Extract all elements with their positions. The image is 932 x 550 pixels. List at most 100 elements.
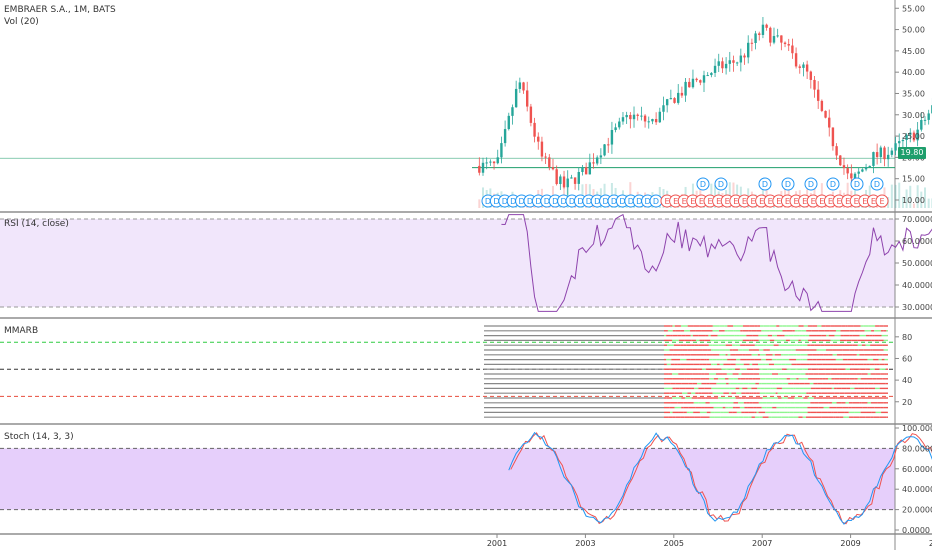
dividend-marker-letter: D	[493, 197, 499, 206]
candle-body	[857, 171, 860, 174]
rsi-title: RSI (14, close)	[4, 219, 69, 229]
candle-body	[890, 150, 894, 155]
earnings-marker-letter: E	[836, 197, 841, 206]
dividend-marker-letter: D	[874, 180, 880, 189]
candle-body	[588, 162, 592, 175]
candle-body	[702, 75, 706, 83]
candle-body	[518, 82, 522, 89]
dividend-marker-letter: D	[762, 180, 768, 189]
candle-body	[802, 64, 805, 68]
candle-body	[894, 143, 897, 151]
dividend-marker-letter: D	[628, 197, 634, 206]
candle-body	[816, 89, 820, 101]
dividend-marker-letter: D	[636, 197, 642, 206]
candle-body	[537, 136, 540, 142]
earnings-marker-letter: E	[879, 197, 884, 206]
price-tick-label: 40.00	[902, 68, 925, 77]
candle-body	[492, 161, 496, 164]
candle-body	[850, 173, 853, 179]
dividend-marker-letter: D	[485, 197, 491, 206]
earnings-marker-letter: E	[854, 197, 859, 206]
candle-body	[651, 119, 654, 122]
candle-body	[739, 55, 743, 63]
candle-body	[813, 79, 816, 90]
candle-body	[581, 167, 584, 172]
x-tick-label: 2003	[575, 539, 595, 548]
earnings-marker	[875, 194, 889, 208]
dividend-marker-letter: D	[510, 197, 516, 206]
candle-body	[769, 27, 772, 43]
earnings-marker-letter: E	[690, 197, 695, 206]
candle-body	[883, 147, 886, 160]
candle-body	[912, 132, 916, 141]
volume-bar	[909, 185, 912, 208]
volume-bar	[901, 196, 904, 208]
price-tick-label: 15.00	[902, 175, 925, 184]
earnings-marker-letter: E	[819, 197, 824, 206]
dividend-marker	[781, 177, 795, 191]
price-tick-label: 25.00	[902, 132, 925, 141]
candle-body	[835, 146, 838, 156]
volume-bar	[478, 199, 481, 208]
candle-body	[831, 127, 835, 147]
candle-body	[481, 162, 485, 173]
price-tick-label: 55.00	[902, 4, 925, 13]
candle-body	[798, 66, 801, 68]
candle-body	[706, 75, 709, 77]
candle-body	[629, 114, 632, 120]
candle-body	[533, 122, 536, 137]
candle-body	[724, 63, 728, 69]
candle-body	[577, 171, 580, 184]
mmarb-tick-label: 80	[902, 333, 912, 342]
candle-body	[573, 177, 577, 184]
candle-body	[691, 78, 695, 88]
dividend-marker	[870, 177, 884, 191]
volume-bar	[890, 184, 893, 208]
dividend-marker-letter: D	[586, 197, 592, 206]
stoch-title: Stoch (14, 3, 3)	[4, 432, 74, 442]
stoch-tick-label: 80.0000	[902, 444, 932, 453]
dividend-marker-letter: D	[808, 180, 814, 189]
dividend-marker-letter: D	[519, 197, 525, 206]
candle-body	[669, 98, 673, 100]
candle-body	[875, 152, 879, 158]
dividend-marker	[850, 177, 864, 191]
candle-body	[662, 105, 665, 112]
earnings-marker-letter: E	[845, 197, 850, 206]
volume-bar	[920, 191, 923, 208]
candle-body	[780, 35, 783, 43]
candle-body	[478, 165, 481, 173]
current-price-badge: 19.80	[898, 147, 926, 159]
candle-body	[805, 64, 809, 72]
earnings-marker-letter: E	[725, 197, 730, 206]
candle-body	[570, 177, 573, 179]
dividend-marker-letter: D	[544, 197, 550, 206]
candle-body	[846, 168, 849, 174]
price-tick-label: 50.00	[902, 26, 925, 35]
candle-body	[864, 167, 868, 170]
dividend-marker-letter: D	[577, 197, 583, 206]
earnings-marker-letter: E	[707, 197, 712, 206]
candle-body	[529, 106, 533, 123]
earnings-marker-letter: E	[776, 197, 781, 206]
candle-body	[500, 143, 503, 158]
stoch-tick-label: 40.0000	[902, 485, 932, 494]
earnings-marker-letter: E	[768, 197, 773, 206]
candle-body	[511, 107, 514, 116]
candle-body	[595, 157, 599, 164]
stoch-band	[0, 448, 895, 510]
candle-body	[526, 90, 529, 107]
x-tick-label: 2009	[840, 539, 860, 548]
symbol-title: EMBRAER S.A., 1M, BATS	[4, 5, 116, 15]
candle-body	[684, 81, 687, 96]
earnings-marker-letter: E	[793, 197, 798, 206]
candle-body	[820, 100, 824, 111]
candle-body	[559, 176, 562, 185]
candle-body	[503, 129, 507, 144]
candle-body	[507, 115, 510, 130]
candle-body	[673, 98, 676, 103]
candle-body	[647, 121, 650, 123]
candle-body	[713, 65, 717, 73]
candle-body	[776, 35, 779, 37]
volume-bar	[905, 189, 908, 208]
